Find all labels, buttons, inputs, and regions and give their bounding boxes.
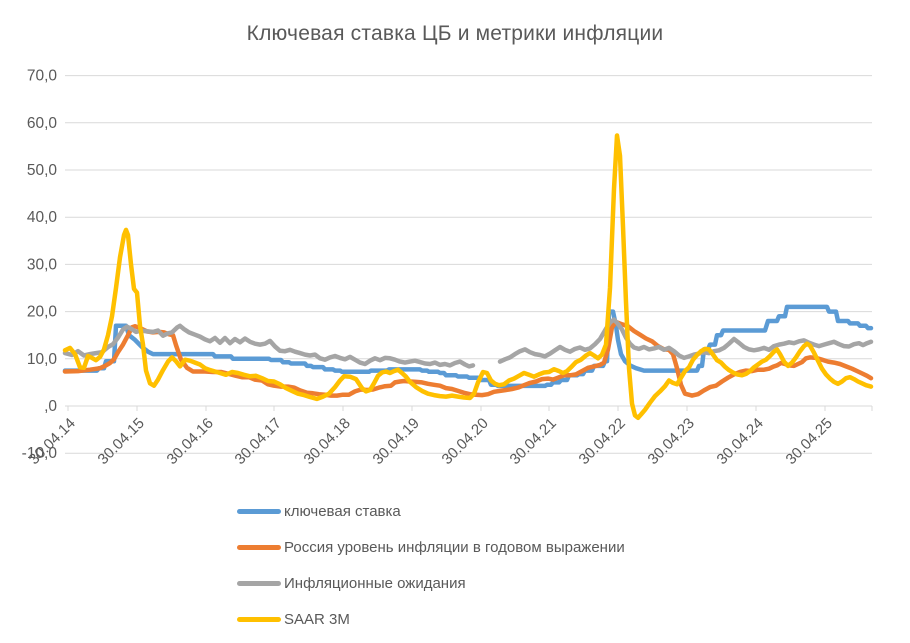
y-axis-tick-label: 20,0 (27, 304, 58, 321)
y-axis-tick-label: 10,0 (27, 351, 58, 368)
legend-item: ключевая ставка (237, 493, 625, 529)
series-line-3 (62, 323, 476, 369)
x-axis-tick-label: 30.04.20 (439, 415, 492, 468)
y-axis-tick-label: 70,0 (27, 68, 58, 85)
series-line-1 (62, 304, 874, 389)
x-axis-tick-label: 30.04.21 (507, 415, 560, 468)
legend-line-swatch (237, 508, 281, 514)
y-axis-tick-label: ,0 (44, 398, 57, 415)
legend-label: Россия уровень инфляции в годовом выраже… (284, 538, 625, 556)
legend-line-swatch (237, 544, 281, 550)
x-axis-tick-label: 30.04.24 (714, 415, 767, 468)
legend-label: ключевая ставка (284, 502, 401, 520)
x-axis-tick-label: 30.04.16 (164, 415, 217, 468)
x-axis-tick-label: 30.04.22 (576, 415, 629, 468)
legend-label: SAAR 3M (284, 610, 350, 628)
x-axis-tick-label: 30.04.18 (301, 415, 354, 468)
chart-legend: ключевая ставка Россия уровень инфляции в… (237, 493, 625, 637)
x-axis-tick-label: 30.04.17 (232, 415, 285, 468)
legend-item: SAAR 3M (237, 601, 625, 637)
x-axis-tick-label: 30.04.15 (95, 415, 148, 468)
x-axis-tick-label: 30.04.23 (645, 415, 698, 468)
x-axis-tick-label: 30.04.19 (370, 415, 423, 468)
legend-label: Инфляционные ожидания (284, 574, 466, 592)
legend-item: Инфляционные ожидания (237, 565, 625, 601)
legend-item: Россия уровень инфляции в годовом выраже… (237, 529, 625, 565)
legend-line-swatch (237, 616, 281, 622)
y-axis-tick-label: -10,0 (22, 445, 58, 462)
chart-title: Ключевая ставка ЦБ и метрики инфляции (246, 22, 664, 45)
legend-line-swatch (237, 580, 281, 586)
series-line-4 (62, 133, 874, 421)
y-axis-tick-label: 40,0 (27, 209, 58, 226)
y-axis-tick-label: 50,0 (27, 162, 58, 179)
y-axis-tick-label: 60,0 (27, 115, 58, 132)
x-axis-tick-label: 30.04.25 (783, 415, 836, 468)
series-line-2 (62, 319, 874, 398)
y-axis-tick-label: 30,0 (27, 256, 58, 273)
